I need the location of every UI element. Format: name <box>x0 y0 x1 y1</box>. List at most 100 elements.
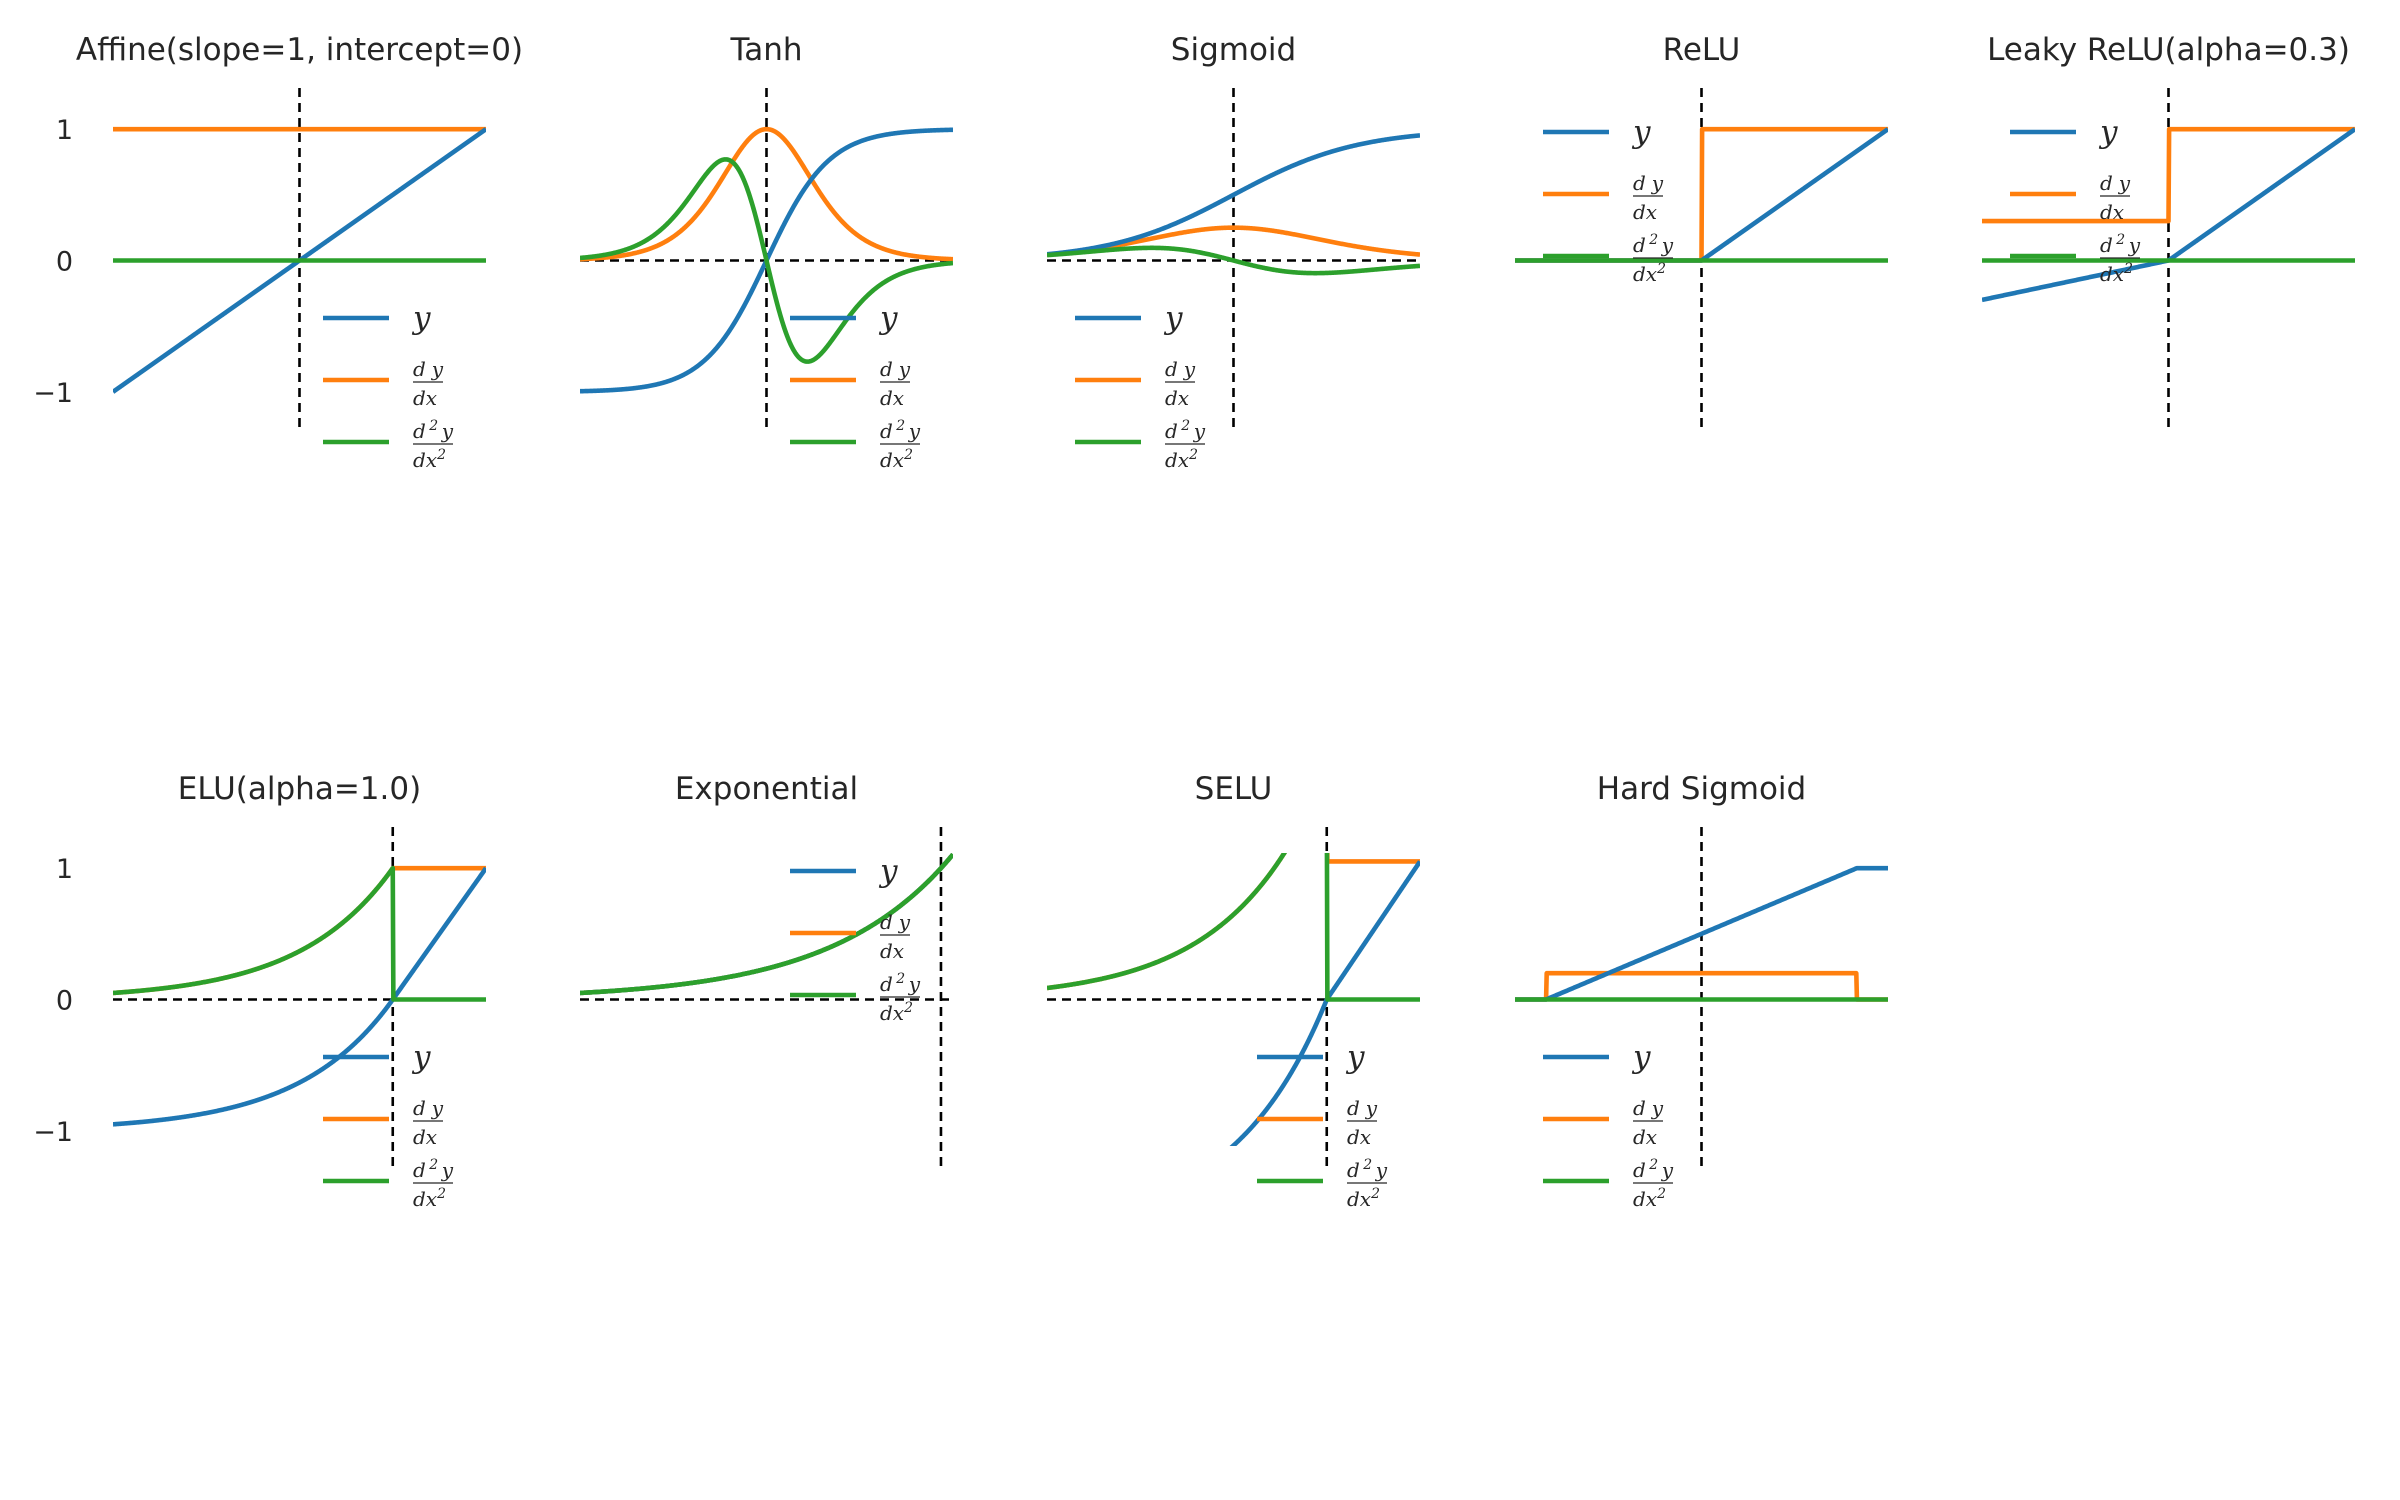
legend-label-y: y <box>878 853 898 889</box>
series-line-d2y <box>113 865 486 1002</box>
panel-tanh: Tanh y dy dx d 2 y dx2 <box>580 32 953 472</box>
legend: y dy dx d 2 y dx2 <box>323 300 454 472</box>
y-tick-label: 0 <box>56 247 73 278</box>
legend: y dy dx d 2 y dx2 <box>790 300 921 472</box>
legend-denominator: dx <box>1347 1125 1371 1149</box>
legend-label-y: y <box>1163 300 1183 336</box>
series-line-dy <box>1047 853 1420 991</box>
legend: y dy dx d 2 y dx2 <box>790 853 921 1025</box>
panel-title: ELU(alpha=1.0) <box>178 771 421 807</box>
series-line-y <box>113 866 486 1127</box>
legend: y dy dx d 2 y dx2 <box>1543 1039 1674 1211</box>
legend-label-y: y <box>1345 1039 1365 1075</box>
legend-label-dy: dy <box>413 357 444 381</box>
panel-title: Leaky ReLU(alpha=0.3) <box>1987 32 2350 68</box>
legend-denominator: dx2 <box>1633 1186 1666 1211</box>
series-line-dy <box>580 126 953 262</box>
legend-denominator: dx <box>880 939 904 963</box>
legend: y dy dx d 2 y dx2 <box>1543 114 1674 286</box>
series-group <box>1982 126 2355 303</box>
legend-label-dy: dy <box>1633 1096 1664 1120</box>
series-line-d2y <box>580 853 953 996</box>
legend-label-dy: dy <box>880 357 911 381</box>
series-line-d2y <box>580 157 953 364</box>
panel-leaky: Leaky ReLU(alpha=0.3) y dy dx d 2 y dx2 <box>1982 32 2355 433</box>
legend-label-y: y <box>878 300 898 336</box>
panel-sigmoid: Sigmoid y dy dx d 2 y dx2 <box>1047 32 1420 472</box>
legend-denominator: dx <box>1633 1125 1657 1149</box>
panel-title: Sigmoid <box>1171 32 1296 68</box>
legend-label-dy: dy <box>1165 357 1196 381</box>
panel-exponential: Exponential y dy dx d 2 y dx2 <box>580 771 953 1172</box>
series-line-d2y <box>1047 853 1420 1002</box>
legend: y dy dx d 2 y dx2 <box>323 1039 454 1211</box>
legend-label-y: y <box>1631 114 1651 150</box>
legend-denominator: dx <box>413 1125 437 1149</box>
series-line-dy <box>113 865 486 996</box>
panel-title: SELU <box>1195 771 1273 807</box>
legend-label-y: y <box>411 300 431 336</box>
legend-label-dy: dy <box>1347 1096 1378 1120</box>
legend-denominator: dx <box>2100 200 2124 224</box>
y-tick-label: −1 <box>33 378 73 409</box>
legend-denominator: dx2 <box>1165 447 1198 472</box>
legend-denominator: dx2 <box>1347 1186 1380 1211</box>
y-tick-label: −1 <box>33 1117 73 1148</box>
legend: y dy dx d 2 y dx2 <box>1075 300 1206 472</box>
legend-denominator: dx2 <box>413 1186 446 1211</box>
legend-denominator: dx <box>880 386 904 410</box>
series-line-y <box>1047 133 1420 257</box>
legend-denominator: dx <box>1633 200 1657 224</box>
panel-title: Tanh <box>729 32 802 68</box>
y-tick-label: 1 <box>56 854 73 885</box>
legend: y dy dx d 2 y dx2 <box>1257 1039 1388 1211</box>
series-group <box>1515 865 1888 1002</box>
panel-title: Hard Sigmoid <box>1597 771 1806 807</box>
series-line-dy <box>1982 126 2355 224</box>
panel-selu: SELU y dy dx d 2 y dx2 <box>1047 771 1420 1211</box>
legend-label-y: y <box>2098 114 2118 150</box>
series-group <box>113 865 486 1127</box>
series-line-d2y <box>1047 245 1420 276</box>
series-group <box>580 126 953 394</box>
panel-relu: ReLU y dy dx d 2 y dx2 <box>1515 32 1888 433</box>
series-group <box>113 126 486 394</box>
legend-denominator: dx <box>413 386 437 410</box>
legend-denominator: dx2 <box>1633 261 1666 286</box>
legend-label-y: y <box>1631 1039 1651 1075</box>
series-group <box>1047 853 1420 1146</box>
legend-denominator: dx2 <box>880 1000 913 1025</box>
panel-title: ReLU <box>1663 32 1741 68</box>
legend-denominator: dx2 <box>880 447 913 472</box>
legend-label-dy: dy <box>2100 171 2131 195</box>
legend-denominator: dx <box>1165 386 1189 410</box>
panel-elu: ELU(alpha=1.0) 1 0 −1 y dy dx d 2 y dx2 <box>33 771 486 1211</box>
panel-title: Exponential <box>675 771 858 807</box>
y-tick-label: 1 <box>56 115 73 146</box>
panel-affine: Affine(slope=1, intercept=0) 1 0 −1 y dy dx d 2 y… <box>33 32 523 472</box>
series-group <box>1515 126 1888 263</box>
legend-label-y: y <box>411 1039 431 1075</box>
series-group <box>1047 133 1420 276</box>
legend-label-dy: dy <box>413 1096 444 1120</box>
legend-label-dy: dy <box>880 910 911 934</box>
series-line-dy <box>1515 970 1888 1002</box>
series-line-y <box>1229 860 1420 1146</box>
y-tick-label: 0 <box>56 986 73 1017</box>
legend-denominator: dx2 <box>2100 261 2133 286</box>
series-line-y <box>1515 865 1888 1002</box>
panel-title: Affine(slope=1, intercept=0) <box>76 32 523 68</box>
legend-label-dy: dy <box>1633 171 1664 195</box>
series-group <box>580 853 953 996</box>
legend-denominator: dx2 <box>413 447 446 472</box>
